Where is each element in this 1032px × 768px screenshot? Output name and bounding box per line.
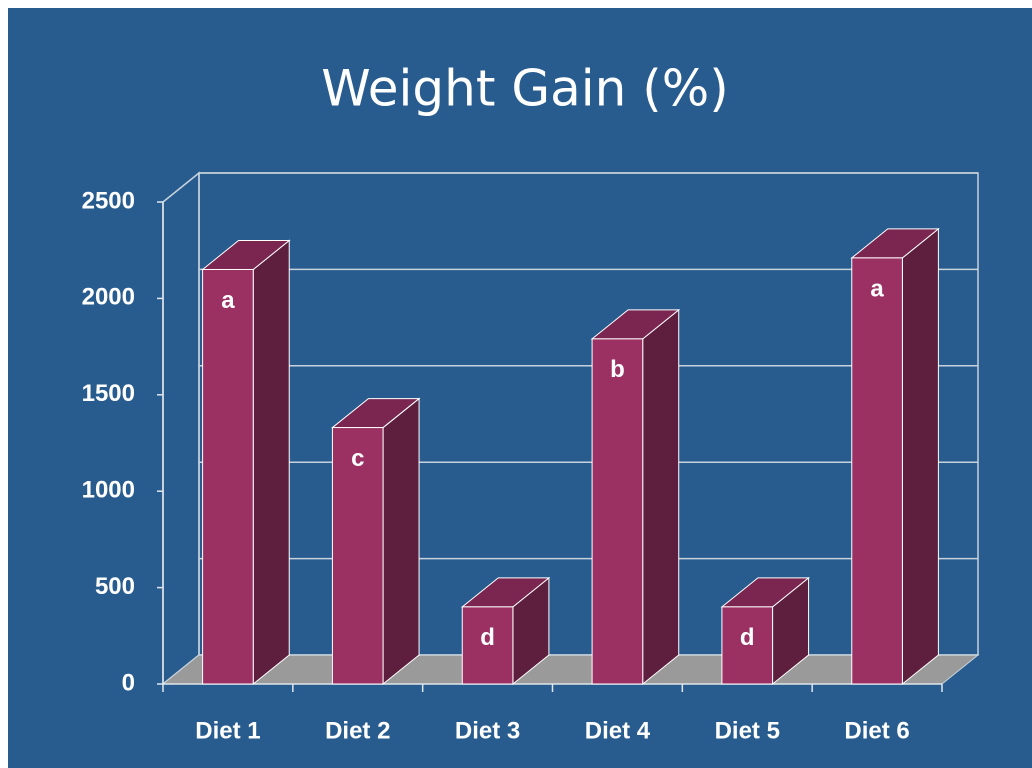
y-tick-label: 0 [122,669,135,696]
bar [721,606,774,685]
y-tick-label: 2000 [82,284,135,311]
bar-letter: d [740,624,755,651]
x-tick-label: Diet 5 [715,717,780,744]
bar-letter: a [870,275,884,302]
x-tick-label: Diet 2 [325,717,390,744]
bar-side [382,397,420,686]
bar [331,427,384,685]
y-tick-label: 2500 [82,187,135,214]
x-tick-label: Diet 3 [455,717,520,744]
bar [202,268,254,685]
bar-letter: d [480,624,495,651]
bar [591,338,644,685]
bar-side [642,308,680,686]
x-tick-label: Diet 4 [585,717,651,744]
y-tick-label: 500 [95,573,135,600]
bar-side [252,239,290,686]
x-tick-label: Diet 1 [195,717,260,744]
bar-letter: a [221,287,235,314]
chart-title: Weight Gain (%) [321,60,728,118]
bar-letter: b [610,356,625,383]
y-tick-label: 1000 [82,477,135,504]
bar-letter: c [351,445,364,472]
y-tick-label: 1500 [82,380,135,407]
bar [461,606,514,685]
x-tick-label: Diet 6 [844,717,909,744]
bar [851,257,903,685]
bar-side [901,227,939,686]
